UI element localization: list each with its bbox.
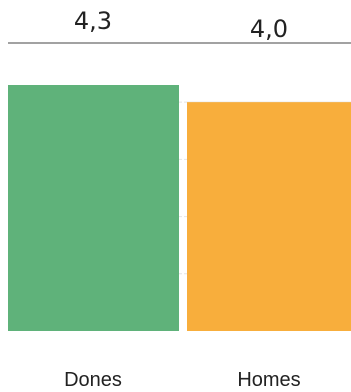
value-label-dones: 4,3: [74, 7, 112, 35]
bars: [8, 85, 351, 332]
value-labels: 4,3 4,0: [74, 7, 288, 43]
category-label-homes: Homes: [237, 369, 300, 391]
category-label-dones: Dones: [64, 369, 122, 391]
bar-dones: [8, 85, 179, 331]
category-labels: Dones Homes: [64, 369, 301, 391]
bar-homes: [187, 102, 351, 332]
value-label-homes: 4,0: [250, 15, 288, 43]
